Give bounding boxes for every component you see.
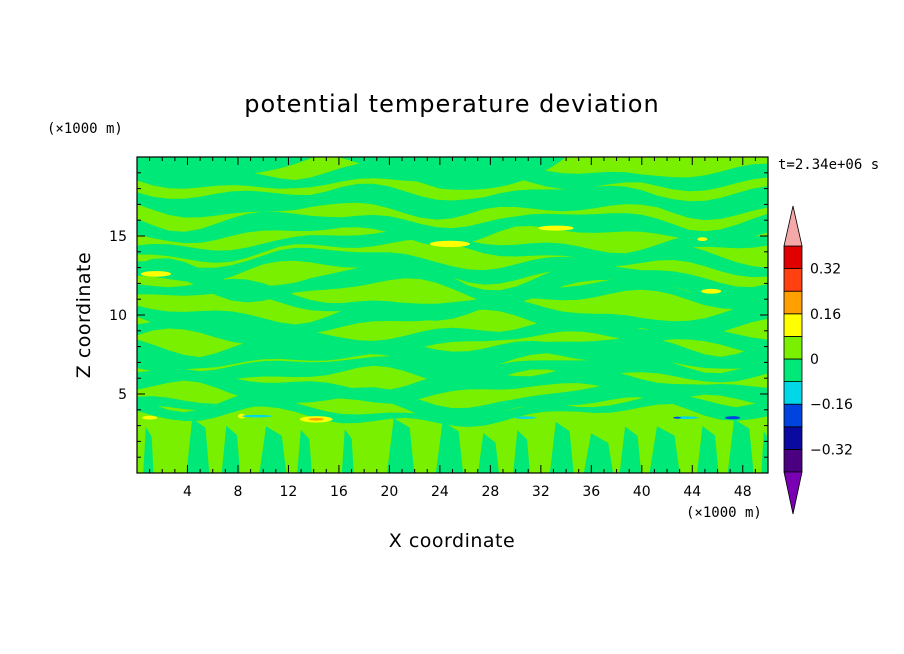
colorbar-swatch <box>783 313 803 337</box>
colorbar: 0.32 0.16 0 −0.16 −0.32 <box>783 205 853 515</box>
field-feature <box>308 417 324 421</box>
plume <box>619 426 642 473</box>
time-label: t=2.34e+06 s <box>778 157 879 173</box>
field-feature <box>538 225 574 231</box>
x-tick-label: 36 <box>582 484 600 500</box>
y-tick-label: 10 <box>109 308 127 324</box>
x-tick-label: 24 <box>431 484 449 500</box>
contour-band <box>137 315 768 356</box>
x-axis-unit: (×1000 m) <box>686 505 762 521</box>
contour-band <box>137 244 768 285</box>
contour-band <box>137 382 768 424</box>
contour-field <box>137 157 768 473</box>
field-feature <box>515 416 536 419</box>
x-tick-label: 48 <box>734 484 752 500</box>
contour-band <box>137 258 768 306</box>
colorbar-label: 0.16 <box>810 307 841 323</box>
x-axis-label: X coordinate <box>389 530 515 552</box>
plume <box>143 427 154 473</box>
plume <box>387 418 415 473</box>
colorbar-extend-low <box>783 471 803 515</box>
colorbar-label: −0.32 <box>810 442 853 458</box>
x-tick-label: 8 <box>233 484 242 500</box>
y-axis: 5 10 15 <box>109 172 768 458</box>
colorbar-label: −0.16 <box>810 397 853 413</box>
contour-band <box>137 183 768 221</box>
field-feature <box>241 414 273 418</box>
plume <box>186 418 210 473</box>
contour-band <box>137 277 768 321</box>
plume <box>513 430 530 473</box>
colorbar-swatch <box>783 381 803 405</box>
field-feature <box>697 237 708 242</box>
plume <box>478 433 499 473</box>
contour-band <box>137 394 768 427</box>
field-feature <box>140 271 172 277</box>
colorbar-label: 0.32 <box>810 262 841 278</box>
plume <box>297 429 312 473</box>
colorbar-swatch <box>783 268 803 292</box>
field-feature <box>142 415 158 420</box>
colorbar-swatch <box>783 358 803 383</box>
y-tick-label: 5 <box>118 387 127 403</box>
plume <box>727 419 754 473</box>
x-tick-label: 4 <box>183 484 192 500</box>
field-feature <box>673 416 681 419</box>
plume <box>697 426 719 473</box>
plume <box>649 426 680 473</box>
x-tick-label: 12 <box>280 484 298 500</box>
contour-band <box>137 336 768 374</box>
y-tick-label: 15 <box>109 229 127 245</box>
x-tick-label: 44 <box>683 484 701 500</box>
x-tick-label: 40 <box>633 484 651 500</box>
colorbar-swatch <box>783 448 803 473</box>
contour-band <box>338 157 567 190</box>
field-feature <box>429 240 471 248</box>
colorbar-swatch <box>783 403 803 428</box>
contour-band <box>137 229 768 263</box>
plume <box>549 421 574 473</box>
plume <box>341 429 354 473</box>
x-tick-label: 32 <box>532 484 550 500</box>
field-feature <box>701 288 722 294</box>
colorbar-swatch <box>783 426 803 450</box>
colorbar-extend-high <box>783 205 803 247</box>
x-tick-label: 16 <box>330 484 348 500</box>
contour-band <box>137 157 314 177</box>
contour-band <box>137 353 768 386</box>
chart-title: potential temperature deviation <box>244 90 659 118</box>
y-axis-unit: (×1000 m) <box>47 121 123 137</box>
x-tick-label: 28 <box>481 484 499 500</box>
plume <box>259 426 287 473</box>
colorbar-swatch <box>783 335 803 360</box>
y-axis-label: Z coordinate <box>73 252 95 378</box>
colorbar-label: 0 <box>810 352 819 368</box>
colorbar-swatch <box>783 290 803 315</box>
plume <box>583 433 614 473</box>
contour-band <box>137 211 768 247</box>
x-tick-label: 20 <box>380 484 398 500</box>
field-feature <box>237 413 246 419</box>
colorbar-swatch <box>783 245 803 270</box>
plume <box>435 421 464 473</box>
x-axis: 4 8 12 16 20 24 28 32 36 40 44 48 <box>149 157 756 500</box>
field-feature <box>725 416 741 420</box>
plume <box>221 425 241 473</box>
